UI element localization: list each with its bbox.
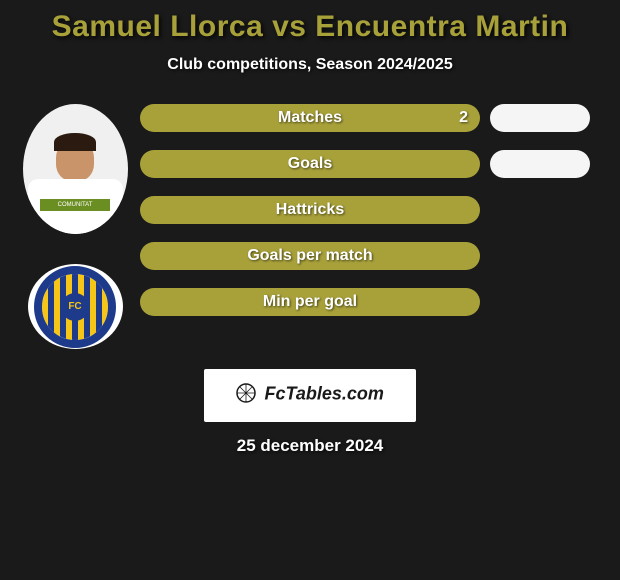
stat-bar-left: Min per goal xyxy=(140,288,480,316)
page-title: Samuel Llorca vs Encuentra Martin xyxy=(0,10,620,44)
brand-box: FcTables.com xyxy=(204,369,416,422)
stat-label: Hattricks xyxy=(276,201,344,219)
stat-bar-left: Goals per match xyxy=(140,242,480,270)
stat-value: 2 xyxy=(459,109,468,127)
stat-label: Goals per match xyxy=(247,247,372,265)
club-badge: FC xyxy=(28,264,123,349)
stat-bar-left: Goals xyxy=(140,150,480,178)
player-column: COMUNITAT VALENCIANA FC xyxy=(10,104,140,349)
stat-label: Matches xyxy=(278,109,342,127)
stat-bar-left: Matches 2 xyxy=(140,104,480,132)
stat-label: Min per goal xyxy=(263,293,357,311)
stat-row-gpm: Goals per match xyxy=(140,242,610,270)
badge-text: FC xyxy=(61,293,89,321)
stat-bar-left: Hattricks xyxy=(140,196,480,224)
stat-bar-right xyxy=(490,150,590,178)
jersey-sponsor: COMUNITAT VALENCIANA xyxy=(40,199,110,211)
stat-row-hattricks: Hattricks xyxy=(140,196,610,224)
brand-text: FcTables.com xyxy=(265,384,384,404)
stat-row-matches: Matches 2 xyxy=(140,104,610,132)
stat-row-mpg: Min per goal xyxy=(140,288,610,316)
player1-photo: COMUNITAT VALENCIANA xyxy=(23,104,128,234)
stat-row-goals: Goals xyxy=(140,150,610,178)
brand-icon xyxy=(236,383,256,408)
stat-bar-right xyxy=(490,104,590,132)
stat-label: Goals xyxy=(288,155,332,173)
date-text: 25 december 2024 xyxy=(0,436,620,456)
stats-column: Matches 2 Goals Hattricks Goals per matc… xyxy=(140,104,610,349)
subtitle: Club competitions, Season 2024/2025 xyxy=(0,56,620,74)
